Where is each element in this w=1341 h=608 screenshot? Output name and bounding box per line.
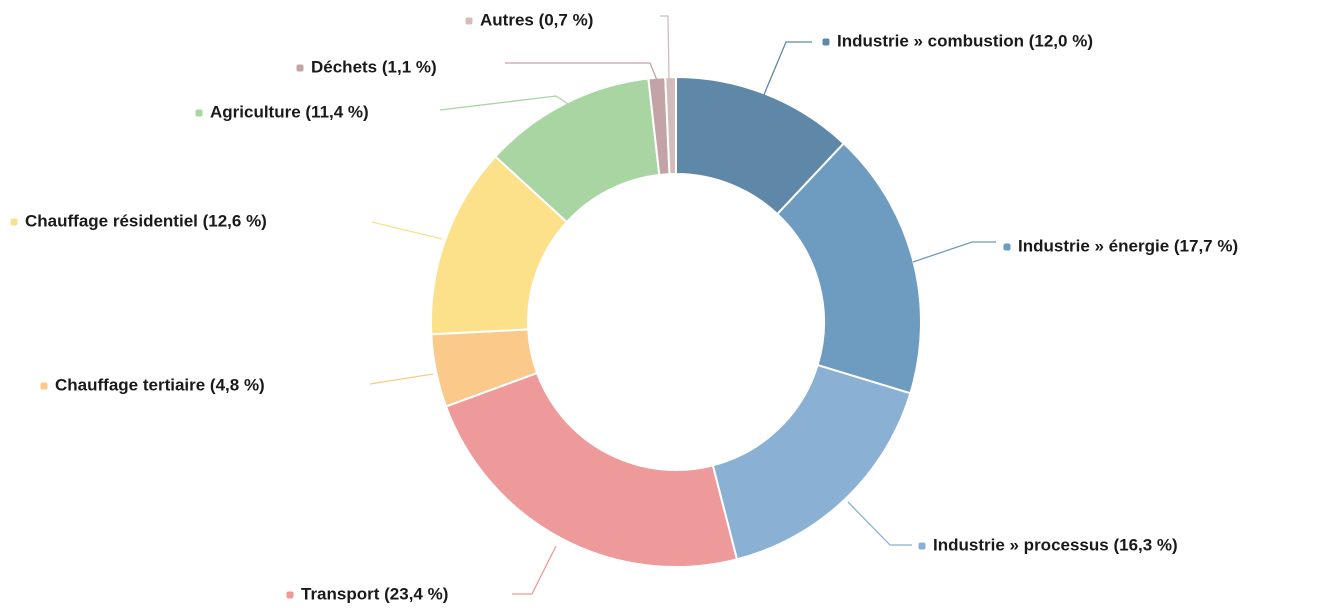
leader-line xyxy=(371,221,443,240)
leader-line xyxy=(847,501,912,546)
legend-bullet xyxy=(286,591,294,599)
data-label: Chauffage tertiaire (4,8 %) xyxy=(55,375,265,394)
leader-line xyxy=(439,95,569,111)
legend-bullet xyxy=(40,382,48,390)
leader-line xyxy=(912,241,996,263)
legend-bullet xyxy=(296,64,304,72)
leader-line xyxy=(512,545,557,595)
data-label: Chauffage résidentiel (12,6 %) xyxy=(25,211,267,230)
legend-bullet xyxy=(10,218,18,226)
legend-bullet xyxy=(465,17,473,25)
data-label: Transport (23,4 %) xyxy=(301,584,448,603)
legend-bullet xyxy=(918,542,926,550)
leader-line xyxy=(369,373,434,385)
data-label: Industrie » énergie (17,7 %) xyxy=(1018,236,1238,255)
data-label: Industrie » combustion (12,0 %) xyxy=(837,31,1093,50)
donut-segment xyxy=(444,371,739,568)
data-label: Agriculture (11,4 %) xyxy=(210,102,369,121)
data-label: Industrie » processus (16,3 %) xyxy=(933,535,1178,554)
data-label: Déchets (1,1 %) xyxy=(311,57,437,76)
legend-bullet xyxy=(195,109,203,117)
leader-line xyxy=(660,15,670,81)
donut-segment xyxy=(711,363,912,561)
legend-bullet xyxy=(1003,243,1011,251)
leader-line xyxy=(505,62,658,81)
leader-line xyxy=(762,41,812,98)
data-label: Autres (0,7 %) xyxy=(480,10,593,29)
legend-bullet xyxy=(822,38,830,46)
